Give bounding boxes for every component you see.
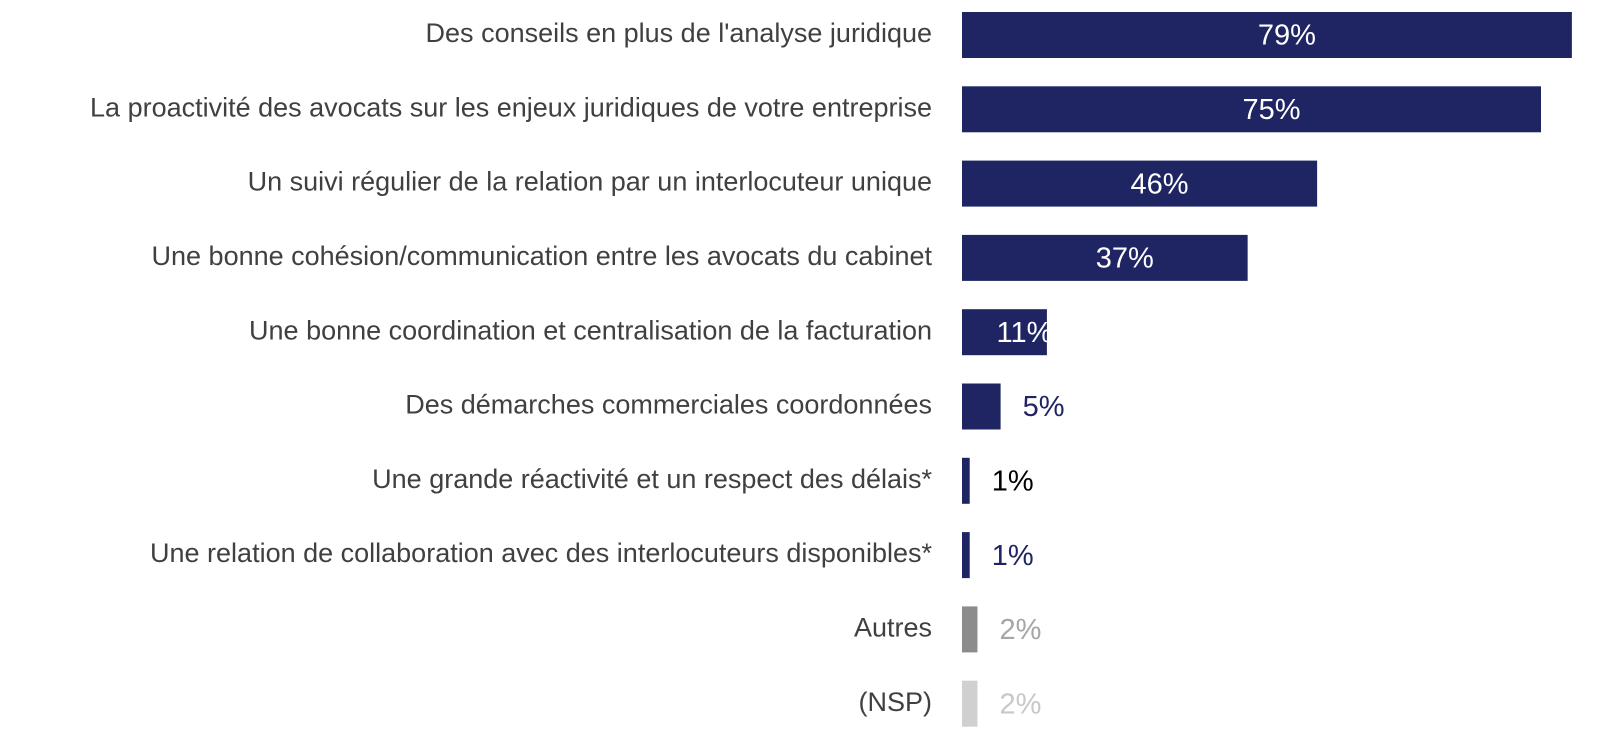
category-label: Une bonne coordination et centralisation… <box>249 315 932 345</box>
category-label: La proactivité des avocats sur les enjeu… <box>90 92 932 122</box>
value-label: 2% <box>999 688 1041 720</box>
value-label: 5% <box>1023 391 1065 423</box>
value-label: 37% <box>1096 243 1154 275</box>
bar <box>962 86 1541 133</box>
value-label: 75% <box>1242 94 1300 126</box>
bar <box>962 457 970 504</box>
bar <box>962 234 1248 281</box>
value-label: 1% <box>992 540 1034 572</box>
value-label: 1% <box>992 465 1034 497</box>
value-label: 2% <box>999 614 1041 646</box>
category-label: Une relation de collaboration avec des i… <box>150 538 932 568</box>
category-label: Des démarches commerciales coordonnées <box>405 390 932 420</box>
bar <box>962 606 978 653</box>
category-label: Une grande réactivité et un respect des … <box>372 464 932 494</box>
bar <box>962 680 978 727</box>
category-label: Des conseils en plus de l'analyse juridi… <box>426 18 932 48</box>
value-label: 79% <box>1258 20 1316 52</box>
bar <box>962 383 1001 430</box>
bar <box>962 532 970 579</box>
bar <box>962 160 1318 207</box>
value-label: 46% <box>1131 168 1189 200</box>
category-label: Un suivi régulier de la relation par un … <box>248 167 932 197</box>
category-label: Autres <box>854 613 932 643</box>
value-label: 11% <box>997 317 1053 349</box>
bar <box>962 309 1047 356</box>
category-label: Une bonne cohésion/communication entre l… <box>152 241 933 271</box>
bar <box>962 12 1572 58</box>
category-label: (NSP) <box>859 687 933 717</box>
